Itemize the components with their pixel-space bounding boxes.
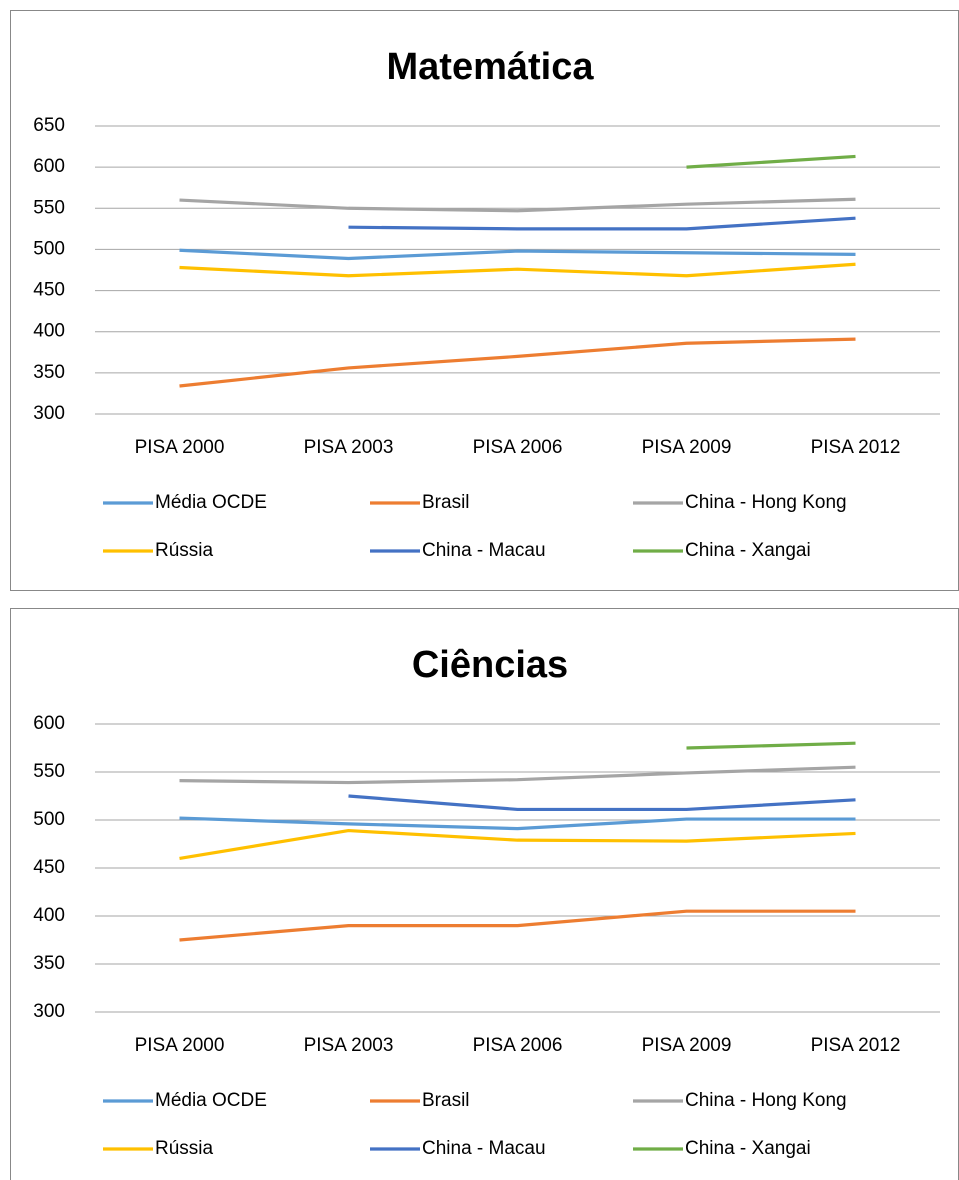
- series-line: [686, 154, 856, 169]
- legend-label: China - Xangai: [685, 1138, 811, 1159]
- y-tick-label: 400: [33, 905, 65, 926]
- legend-label: Brasil: [422, 492, 470, 513]
- series-line: [179, 197, 856, 213]
- series-line: [179, 765, 856, 785]
- chart-frame: [10, 608, 959, 1180]
- series-line: [348, 794, 856, 812]
- series-line: [179, 262, 856, 278]
- legend-label: Rússia: [155, 540, 214, 561]
- x-tick-label: PISA 2000: [135, 437, 225, 458]
- legend-label: China - Macau: [422, 540, 546, 561]
- legend-label: Rússia: [155, 1138, 214, 1159]
- x-tick-label: PISA 2000: [135, 1035, 225, 1056]
- series-line: [179, 248, 856, 261]
- series-line: [179, 816, 856, 831]
- chart-frame: [10, 10, 959, 591]
- x-tick-label: PISA 2012: [811, 1035, 901, 1056]
- legend-label: China - Macau: [422, 1138, 546, 1159]
- x-tick-label: PISA 2012: [811, 437, 901, 458]
- y-tick-label: 350: [33, 953, 65, 974]
- y-tick-label: 500: [33, 809, 65, 830]
- legend-label: China - Hong Kong: [685, 1090, 847, 1111]
- series-line: [179, 828, 856, 860]
- x-tick-label: PISA 2006: [473, 437, 563, 458]
- y-tick-label: 550: [33, 197, 65, 218]
- x-tick-label: PISA 2009: [642, 437, 732, 458]
- legend-label: Média OCDE: [155, 1090, 267, 1111]
- legend-label: China - Xangai: [685, 540, 811, 561]
- y-tick-label: 400: [33, 321, 65, 342]
- y-tick-label: 450: [33, 857, 65, 878]
- y-tick-label: 600: [33, 713, 65, 734]
- y-tick-label: 450: [33, 280, 65, 301]
- series-line: [179, 337, 856, 388]
- legend-label: China - Hong Kong: [685, 492, 847, 513]
- series-line: [179, 909, 856, 942]
- y-tick-label: 300: [33, 403, 65, 424]
- x-tick-label: PISA 2009: [642, 1035, 732, 1056]
- y-tick-label: 650: [33, 115, 65, 136]
- y-tick-label: 300: [33, 1001, 65, 1022]
- y-tick-label: 350: [33, 362, 65, 383]
- y-tick-label: 600: [33, 156, 65, 177]
- y-tick-label: 500: [33, 238, 65, 259]
- series-line: [686, 741, 856, 750]
- x-tick-label: PISA 2006: [473, 1035, 563, 1056]
- chart-title: Matemática: [387, 46, 595, 88]
- x-tick-label: PISA 2003: [304, 1035, 394, 1056]
- series-line: [348, 216, 856, 231]
- chart-title: Ciências: [412, 644, 568, 686]
- y-tick-label: 550: [33, 761, 65, 782]
- x-tick-label: PISA 2003: [304, 437, 394, 458]
- legend-label: Brasil: [422, 1090, 470, 1111]
- legend-label: Média OCDE: [155, 492, 267, 513]
